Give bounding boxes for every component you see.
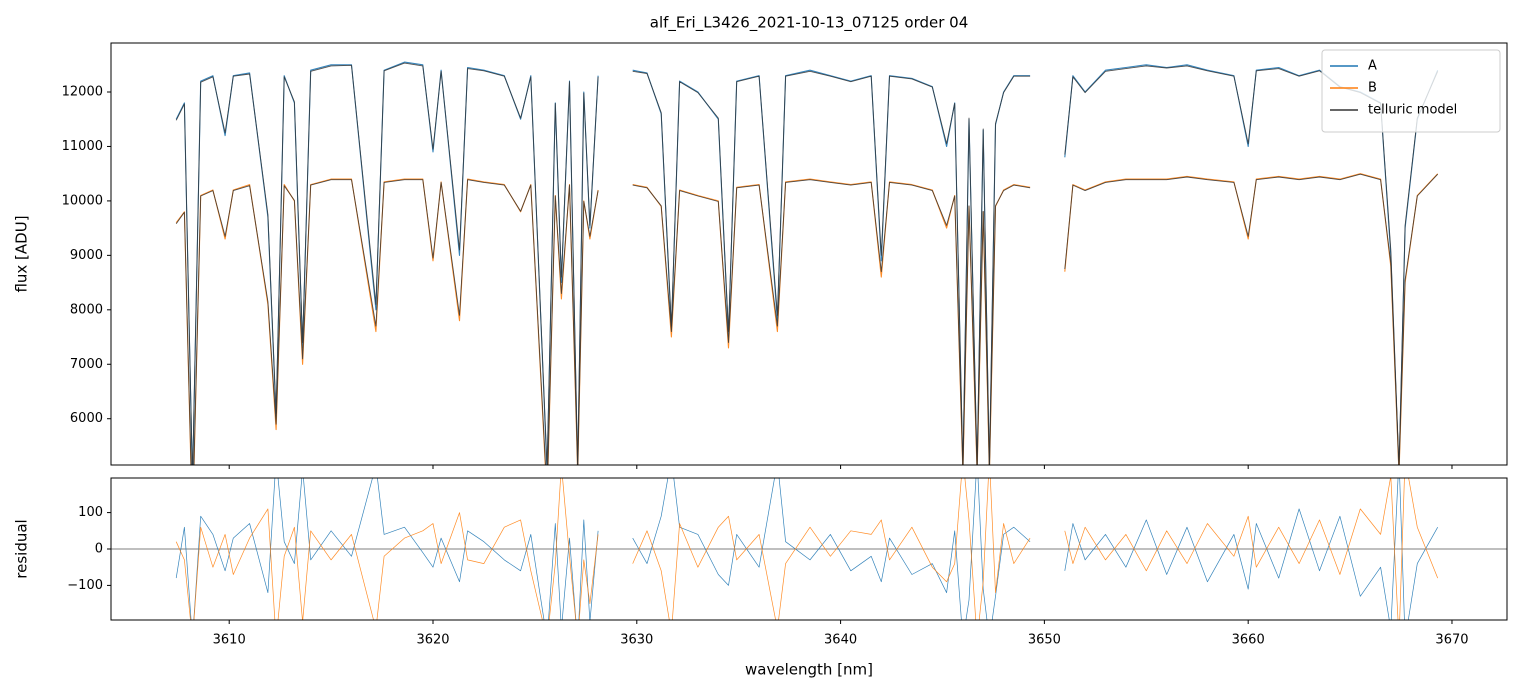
legend-box	[1321, 49, 1501, 133]
y-tick-label: 6000	[70, 411, 103, 426]
axes-frame	[110, 42, 1508, 466]
x-axis-label: wavelength [nm]	[745, 661, 873, 679]
plot-area	[175, 61, 1439, 465]
y-tick-label: 12000	[62, 85, 103, 100]
x-tick-label: 3610	[213, 633, 246, 648]
x-tick-label: 3660	[1232, 633, 1265, 648]
y-tick-label: 7000	[70, 357, 103, 372]
series-line	[175, 62, 1439, 465]
series-line	[175, 173, 1439, 465]
series-line	[175, 478, 1439, 620]
y-tick-label: 9000	[70, 248, 103, 263]
y-tick-label: 0	[95, 542, 103, 557]
plot-area	[111, 478, 1507, 620]
y-tick-label: 11000	[62, 139, 103, 154]
x-tick-label: 3630	[620, 633, 653, 648]
legend-label: B	[1368, 81, 1377, 96]
chart-title: alf_Eri_L3426_2021-10-13_07125 order 04	[650, 14, 969, 33]
y-tick-label: 10000	[62, 193, 103, 208]
y-axis-label: residual	[13, 519, 31, 578]
y-axis-label: flux [ADU]	[13, 215, 31, 292]
y-tick-label: 8000	[70, 302, 103, 317]
y-tick-label: 100	[78, 505, 103, 520]
series-line	[175, 478, 1439, 620]
x-tick-label: 3650	[1028, 633, 1061, 648]
series-line	[175, 173, 1439, 465]
legend-label: A	[1368, 59, 1377, 74]
legend-label: telluric model	[1368, 103, 1457, 118]
series-line	[175, 61, 1439, 465]
x-tick-label: 3620	[416, 633, 449, 648]
x-tick-label: 3640	[824, 633, 857, 648]
x-tick-label: 3670	[1435, 633, 1468, 648]
y-tick-label: −100	[67, 578, 103, 593]
